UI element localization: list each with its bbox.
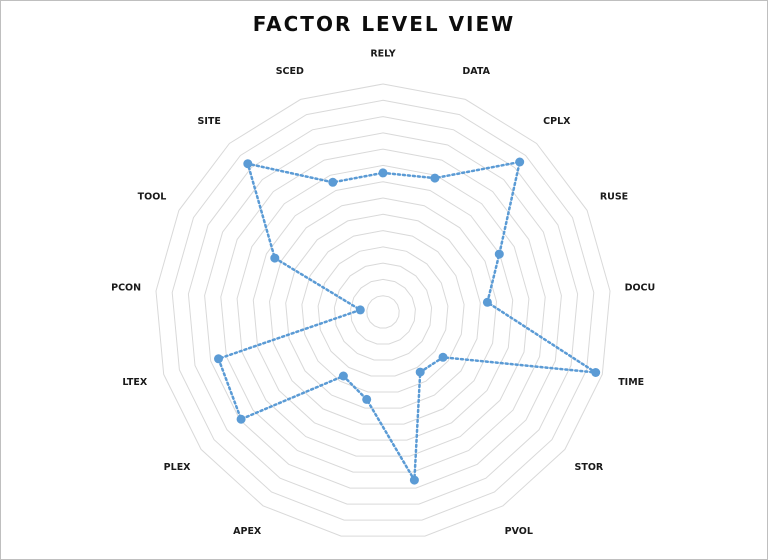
data-point-pcap xyxy=(362,394,372,404)
data-point-acap xyxy=(409,475,419,485)
category-label-plex: PLEX xyxy=(164,462,192,473)
grid-ring xyxy=(220,148,546,473)
category-label-cplx: CPLX xyxy=(543,116,571,127)
grid-ring xyxy=(252,181,514,441)
data-point-pcon xyxy=(355,305,365,315)
series-line xyxy=(216,160,597,485)
category-label-pvol: PVOL xyxy=(505,526,533,537)
category-label-ruse: RUSE xyxy=(600,192,628,203)
radar-grid xyxy=(155,83,611,537)
grid-ring xyxy=(350,278,416,345)
category-label-docu: DOCU xyxy=(625,283,656,294)
category-label-data: DATA xyxy=(462,66,490,77)
data-point-sced xyxy=(328,177,338,187)
data-point-time xyxy=(591,368,601,377)
data-point-stor xyxy=(438,352,448,362)
grid-ring xyxy=(187,116,579,505)
chart-title: FACTOR LEVEL VIEW xyxy=(252,12,516,36)
category-label-stor: STOR xyxy=(575,462,604,473)
category-label-ltex: LTEX xyxy=(122,377,147,388)
data-point-site xyxy=(243,159,253,169)
grid-ring xyxy=(301,230,465,393)
data-point-ltex xyxy=(214,354,223,364)
category-label-site: SITE xyxy=(198,116,221,127)
data-point-ruse xyxy=(494,249,504,259)
data-point-plex xyxy=(236,414,246,424)
data-point-docu xyxy=(482,297,492,307)
data-point-pvol xyxy=(415,367,425,377)
category-label-pcon: PCON xyxy=(111,283,141,294)
data-point-rely xyxy=(378,168,388,178)
category-label-apex: APEX xyxy=(233,526,262,537)
category-labels: RELYDATACPLXRUSEDOCUTIMESTORPVOLACAPPCAP… xyxy=(111,49,656,537)
data-point-data xyxy=(430,173,440,183)
data-point-tool xyxy=(270,253,280,263)
grid-ring xyxy=(285,213,481,409)
category-label-time: TIME xyxy=(618,377,644,388)
grid-ring xyxy=(236,164,530,457)
grid-ring xyxy=(204,132,562,489)
grid-ring xyxy=(317,246,449,377)
data-point-cplx xyxy=(515,157,525,167)
category-label-sced: SCED xyxy=(276,66,304,77)
grid-ring xyxy=(171,99,595,521)
category-label-tool: TOOL xyxy=(138,192,167,203)
data-point-apex xyxy=(338,371,348,381)
radar-series xyxy=(214,157,601,485)
grid-ring xyxy=(366,295,400,329)
grid-ring xyxy=(268,197,498,425)
grid-ring xyxy=(155,83,611,537)
grid-ring xyxy=(333,262,433,361)
category-label-rely: RELY xyxy=(370,49,395,60)
